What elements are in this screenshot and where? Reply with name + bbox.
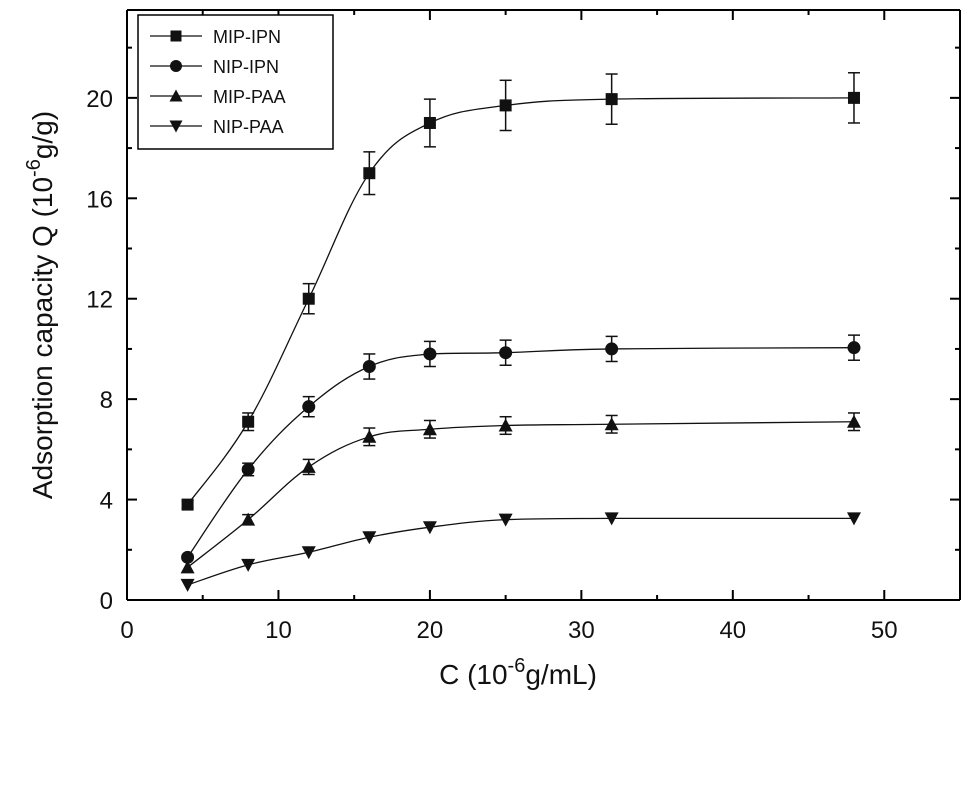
y-tick-label: 12 xyxy=(86,287,113,314)
y-tick-label: 8 xyxy=(100,387,113,414)
data-point xyxy=(362,360,376,374)
series-mip-paa xyxy=(180,412,861,574)
data-point xyxy=(301,459,316,473)
legend-marker xyxy=(169,120,183,133)
data-point xyxy=(498,513,513,527)
x-tick-label: 0 xyxy=(120,617,133,644)
legend-marker xyxy=(170,30,182,42)
data-point xyxy=(362,531,377,545)
data-point xyxy=(181,498,194,511)
data-point xyxy=(363,167,376,180)
x-tick-label: 20 xyxy=(417,617,444,644)
data-point xyxy=(301,546,316,560)
data-point xyxy=(302,400,316,414)
data-point xyxy=(423,347,437,361)
data-point xyxy=(422,422,437,436)
data-point xyxy=(846,414,861,428)
data-point xyxy=(605,342,619,356)
data-point xyxy=(499,99,512,112)
data-point xyxy=(302,292,315,305)
data-point xyxy=(241,462,255,476)
legend: MIP-IPN NIP-IPN MIP-PAA NIP-PAA xyxy=(137,14,334,150)
data-point xyxy=(181,550,195,564)
series-nip-ipn xyxy=(181,334,861,564)
legend-label: MIP-IPN xyxy=(213,27,281,47)
series-nip-paa xyxy=(180,512,861,592)
series-layer xyxy=(180,72,861,592)
legend-label: NIP-IPN xyxy=(213,57,279,77)
y-axis-title: Adsorption capacity Q (10-6g/g) xyxy=(23,111,58,499)
legend-label: NIP-PAA xyxy=(213,117,284,137)
data-point xyxy=(499,346,513,360)
data-point xyxy=(605,93,618,106)
x-tick-label: 50 xyxy=(871,617,898,644)
series-mip-ipn xyxy=(181,72,860,511)
y-tick-label: 0 xyxy=(100,588,113,615)
series-line xyxy=(187,97,854,505)
data-point xyxy=(241,512,256,526)
data-point xyxy=(847,341,861,355)
data-point xyxy=(847,91,860,104)
data-point xyxy=(423,116,436,129)
data-point xyxy=(242,415,255,428)
series-line xyxy=(187,347,854,558)
x-tick-label: 40 xyxy=(719,617,746,644)
data-point xyxy=(604,417,619,431)
data-point xyxy=(362,429,377,443)
legend-marker xyxy=(169,89,183,102)
axis-ticks: 0 10 20 30 40 50 0 4 8 12 16 20 xyxy=(86,10,960,644)
y-tick-label: 16 xyxy=(86,186,113,213)
series-line xyxy=(187,517,854,586)
legend-label: MIP-PAA xyxy=(213,87,286,107)
series-line xyxy=(187,421,854,568)
data-point xyxy=(241,558,256,572)
x-tick-label: 10 xyxy=(265,617,292,644)
data-point xyxy=(846,512,861,526)
data-point xyxy=(604,512,619,526)
legend-marker xyxy=(170,60,182,72)
x-axis-title: C (10-6g/mL) xyxy=(439,655,597,690)
y-tick-label: 4 xyxy=(100,488,113,515)
data-point xyxy=(422,521,437,535)
data-point xyxy=(180,560,195,574)
y-tick-label: 20 xyxy=(86,86,113,113)
data-point xyxy=(498,418,513,432)
x-tick-label: 30 xyxy=(568,617,595,644)
data-point xyxy=(180,578,195,592)
